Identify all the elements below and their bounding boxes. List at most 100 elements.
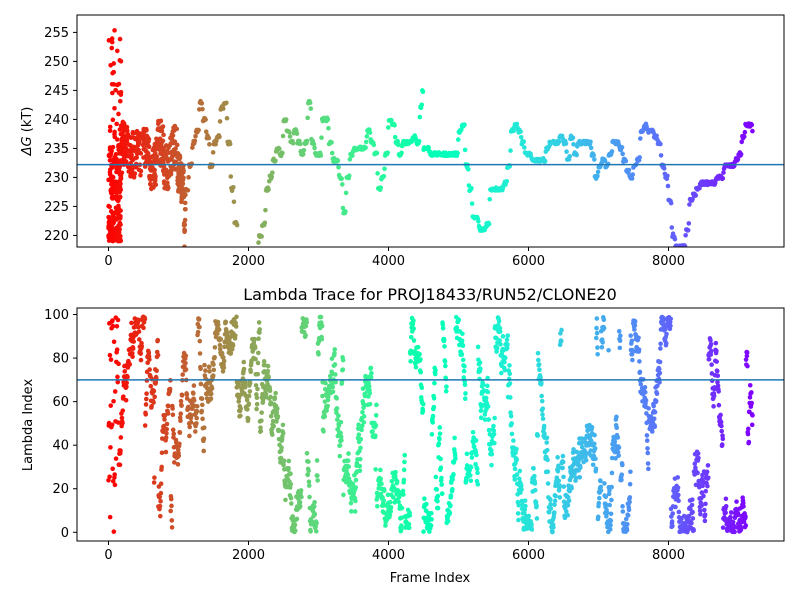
lambda-point: [606, 491, 612, 497]
lambda-point: [438, 465, 444, 471]
delta-g-point: [186, 175, 191, 180]
delta-g-point: [117, 36, 123, 42]
lambda-point: [669, 519, 675, 524]
lambda-point: [603, 494, 609, 500]
delta-g-point: [595, 169, 601, 175]
lambda-point: [382, 488, 387, 494]
lambda-point: [166, 403, 171, 409]
delta-g-point: [113, 195, 119, 201]
lambda-point: [261, 359, 267, 364]
delta-g-point: [134, 155, 139, 160]
lambda-point: [120, 420, 125, 426]
lambda-point: [112, 482, 118, 488]
lambda-point: [646, 466, 651, 472]
lambda-point: [540, 412, 545, 417]
lambda-point: [215, 322, 221, 328]
lambda-point: [617, 338, 623, 344]
lambda-point: [441, 337, 447, 342]
lambda-point: [460, 331, 465, 337]
lambda-point: [198, 366, 203, 372]
lambda-point: [370, 429, 375, 434]
delta-g-point: [518, 129, 523, 134]
delta-g-point: [574, 152, 579, 158]
lambda-point: [709, 362, 714, 367]
lambda-point: [661, 315, 666, 321]
lambda-point: [142, 423, 148, 428]
lambda-point: [246, 393, 252, 399]
lambda-point: [121, 394, 126, 399]
lambda-point: [270, 418, 276, 424]
lambda-point: [529, 527, 535, 532]
lambda-point: [419, 385, 425, 391]
lambda-point: [345, 458, 351, 463]
lambda-point: [638, 381, 644, 387]
lambda-point: [387, 512, 393, 518]
lambda-point: [401, 477, 407, 483]
delta-g-point: [117, 172, 123, 177]
lambda-point: [236, 395, 242, 401]
delta-g-point: [203, 117, 208, 122]
lambda-point: [346, 451, 351, 456]
lambda-point: [387, 499, 393, 505]
delta-g-point: [511, 128, 516, 134]
lambda-point: [252, 345, 258, 351]
lambda-point: [337, 443, 343, 448]
lambda-point: [304, 451, 310, 456]
lambda-point: [507, 363, 512, 368]
lambda-point: [304, 320, 310, 325]
lambda-point: [399, 523, 404, 528]
lambda-point: [653, 398, 659, 404]
lambda-point: [201, 448, 206, 454]
lambda-point: [176, 453, 182, 459]
lambda-point: [118, 435, 124, 440]
lambda-point: [431, 404, 437, 410]
delta-g-point: [514, 121, 520, 127]
lambda-point: [359, 423, 365, 429]
lambda-point: [702, 507, 707, 513]
lambda-point: [125, 374, 130, 380]
lambda-point: [359, 427, 364, 433]
lambda-point: [398, 527, 404, 533]
lambda-point: [746, 439, 752, 445]
lambda-point: [745, 363, 750, 369]
lambda-point: [552, 498, 558, 504]
lambda-point: [202, 362, 207, 368]
lambda-point: [517, 468, 523, 474]
lambda-point: [715, 373, 721, 379]
lambda-point: [532, 487, 538, 493]
lambda-point: [627, 495, 633, 500]
lambda-point: [392, 473, 398, 479]
lambda-point: [170, 427, 176, 433]
lambda-point: [411, 338, 417, 343]
lambda-point: [468, 478, 474, 484]
lambda-point: [396, 499, 401, 504]
lambda-point: [652, 424, 658, 430]
lambda-point: [509, 431, 515, 437]
lambda-point: [617, 345, 623, 351]
lambda-point: [255, 350, 261, 356]
lambda-point: [394, 479, 400, 484]
delta-g-point: [119, 138, 125, 143]
lambda-point: [191, 398, 197, 403]
lambda-point: [354, 460, 360, 466]
delta-g-point: [466, 166, 471, 172]
lambda-point: [265, 363, 271, 369]
lambda-point: [241, 366, 247, 372]
delta-g-point: [371, 142, 377, 148]
lambda-point: [494, 346, 500, 351]
lambda-point: [361, 414, 367, 419]
delta-g-point: [152, 182, 158, 188]
delta-g-point: [120, 119, 126, 125]
lambda-point: [194, 409, 200, 414]
lambda-point: [274, 409, 280, 415]
lambda-point: [450, 487, 455, 492]
delta-g-point: [697, 185, 702, 191]
lambda-point: [234, 314, 239, 320]
lambda-point: [152, 475, 157, 480]
lambda-point: [197, 338, 203, 344]
lambda-point: [482, 417, 488, 422]
lambda-point: [706, 356, 712, 362]
lambda-point: [477, 360, 483, 365]
lambda-point: [368, 365, 374, 371]
delta-g-point: [374, 150, 380, 156]
